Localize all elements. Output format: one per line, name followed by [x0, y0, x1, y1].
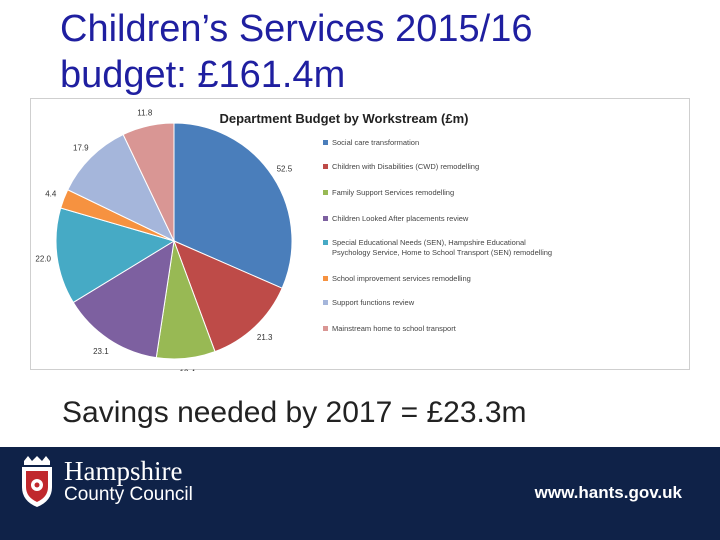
title-line-2: budget: £161.4m	[60, 54, 346, 96]
legend-label: School improvement services remodelling	[332, 274, 471, 283]
legend-swatch	[323, 216, 328, 221]
legend-swatch	[323, 190, 328, 195]
pie-slice	[72, 240, 175, 359]
title-line-1: Children’s Services 2015/16	[60, 8, 533, 50]
legend-swatch	[323, 140, 328, 145]
savings-statement: Savings needed by 2017 = £23.3m	[62, 396, 527, 429]
chart-legend: Social care transformation Children with …	[323, 138, 552, 333]
pie-slice	[173, 240, 283, 353]
website-link[interactable]: www.hants.gov.uk	[534, 483, 682, 502]
legend-swatch	[323, 326, 328, 331]
pie-slice	[55, 207, 176, 304]
legend-label: Children Looked After placements review	[332, 214, 469, 223]
legend-swatch	[323, 240, 328, 245]
pie-value-label: 4.4	[45, 190, 57, 199]
footer-bar: Hampshire County Council www.hants.gov.u…	[0, 447, 720, 540]
pie-value-labels: 52.5 21.3 13.4 23.1 22.0 4.4 17.9 11.8	[35, 108, 292, 371]
pie-chart: Department Budget by Workstream (£m) 52.…	[35, 108, 552, 371]
pie-slice	[173, 122, 293, 289]
pie-value-label: 21.3	[257, 333, 273, 342]
slide-title: Children’s Services 2015/16 budget: £161…	[60, 6, 680, 98]
pie-value-label: 23.1	[93, 347, 109, 356]
legend-label: Family Support Services remodelling	[332, 188, 454, 197]
legend-swatch	[323, 164, 328, 169]
legend-swatch	[323, 276, 328, 281]
pie-value-label: 13.4	[180, 368, 196, 371]
org-name: Hampshire	[64, 456, 183, 486]
legend-label: Support functions review	[332, 298, 415, 307]
pie-slice	[67, 133, 176, 243]
org-subtitle: County Council	[64, 484, 193, 505]
pie-slices	[55, 122, 293, 360]
pie-value-label: 17.9	[73, 144, 89, 153]
legend-swatch	[323, 300, 328, 305]
chart-title: Department Budget by Workstream (£m)	[220, 111, 469, 126]
pie-value-label: 11.8	[137, 108, 153, 117]
legend-label: Special Educational Needs (SEN), Hampshi…	[332, 238, 552, 257]
legend-label: Social care transformation	[332, 138, 419, 147]
legend-label: Mainstream home to school transport	[332, 324, 457, 333]
chart-frame: Department Budget by Workstream (£m) 52.…	[30, 98, 690, 371]
pie-value-label: 22.0	[35, 254, 51, 263]
pie-slice	[122, 122, 175, 242]
legend-label: Children with Disabilities (CWD) remodel…	[332, 162, 479, 171]
county-crest-icon	[22, 456, 52, 507]
pie-value-label: 52.5	[277, 165, 293, 174]
